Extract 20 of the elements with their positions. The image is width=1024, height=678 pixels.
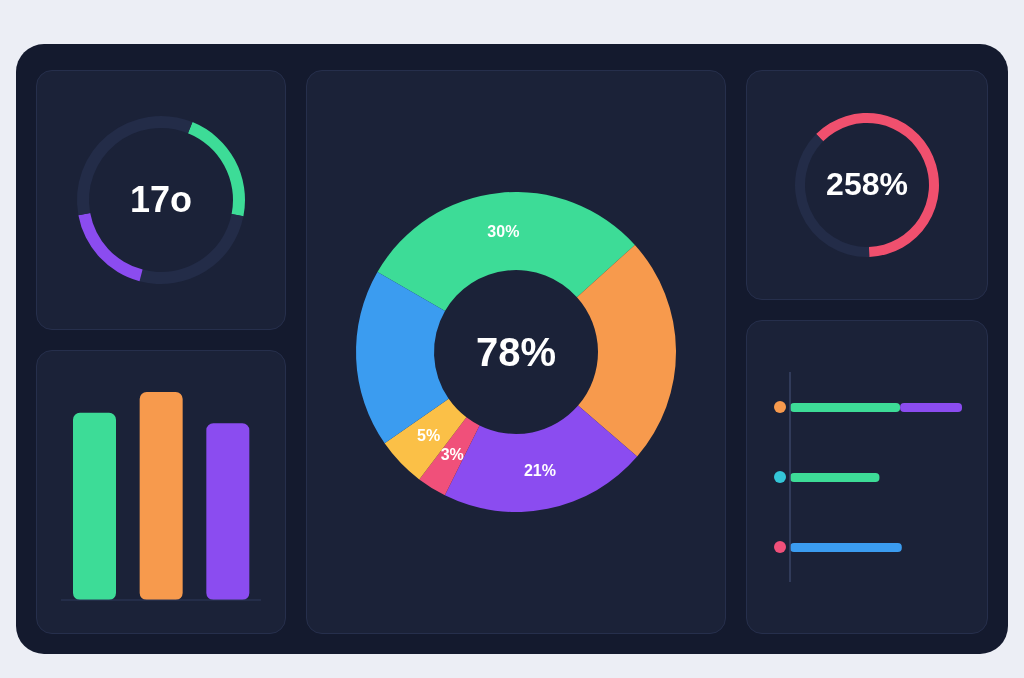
donut-slice: [377, 192, 635, 311]
data-label: 5%: [417, 427, 441, 445]
bar: [790, 543, 902, 552]
text: 78%: [475, 330, 557, 374]
bar: [790, 473, 880, 482]
donut-slice: [77, 116, 193, 216]
donut-slice: [419, 417, 480, 496]
donut-slice: [384, 398, 467, 480]
donut-slice: [816, 113, 939, 257]
donut-slice: [78, 213, 143, 282]
data-label: 21%: [523, 462, 556, 480]
bar: [900, 403, 962, 412]
data-label: 3%: [440, 446, 464, 464]
bar: [790, 403, 901, 412]
donut-slice: [139, 213, 244, 284]
text: 17o: [129, 179, 193, 221]
donut-slice: [356, 272, 449, 444]
donut-slice: [576, 244, 676, 457]
text: 258%: [826, 166, 908, 203]
data-label: 30%: [487, 223, 520, 241]
